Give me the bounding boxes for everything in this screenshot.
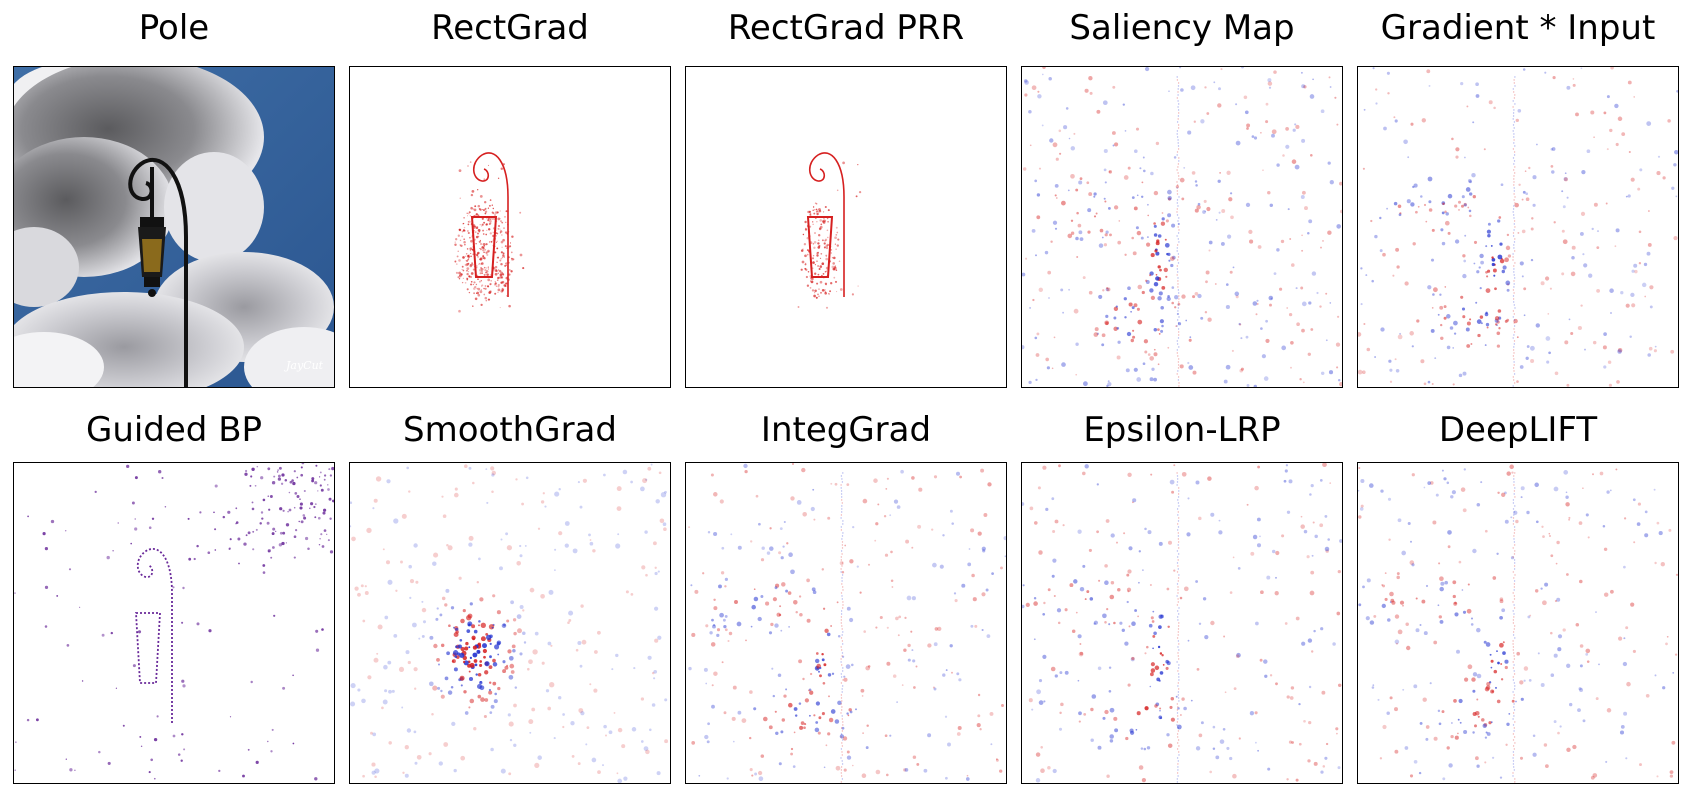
sparse-attribution (797, 152, 862, 309)
panel-guided-bp: Guided BP (13, 410, 335, 790)
input-photo: JayCut (13, 66, 335, 388)
watermark: JayCut (284, 359, 324, 372)
panel-title: Guided BP (85, 410, 263, 450)
panel-smoothgrad: SmoothGrad (349, 410, 671, 790)
attribution-map (1357, 462, 1679, 784)
clouds-upper (14, 67, 264, 307)
attribution-map (1021, 462, 1343, 784)
panel-title: SmoothGrad (403, 410, 617, 450)
panel-title: Epsilon-LRP (1083, 410, 1281, 450)
panel-deeplift: DeepLIFT (1357, 410, 1679, 790)
panel-pole: Pole (13, 8, 335, 388)
attribution-map (685, 66, 1007, 388)
attribution-map (1357, 66, 1679, 388)
panel-rectgrad: RectGrad (349, 8, 671, 388)
panel-title: Saliency Map (1069, 8, 1295, 48)
panel-epsilon-lrp: Epsilon-LRP (1021, 410, 1343, 790)
lamp (128, 158, 188, 387)
panel-saliency-map: Saliency Map (1021, 8, 1343, 388)
panel-rectgrad-prr: RectGrad PRR (685, 8, 1007, 388)
guided-attribution (14, 463, 334, 781)
panel-title: RectGrad (431, 8, 589, 48)
sparse-attribution (454, 152, 525, 313)
lamp-lantern (138, 217, 166, 297)
attribution-map (685, 462, 1007, 784)
noise-attribution (1022, 463, 1342, 783)
noise-attribution (1022, 67, 1342, 387)
noise-attribution (1358, 464, 1678, 783)
attribution-map (1021, 66, 1343, 388)
panel-title: Pole (138, 8, 210, 48)
noise-attribution (688, 463, 1006, 783)
attribution-map (13, 462, 335, 784)
panel-title: DeepLIFT (1438, 410, 1598, 450)
attribution-map (349, 66, 671, 388)
attribution-map (349, 462, 671, 784)
panel-gradient-input: Gradient * Input (1357, 8, 1679, 388)
panel-title: Gradient * Input (1380, 8, 1656, 48)
panel-integgrad: IntegGrad (685, 410, 1007, 790)
noise-attribution (1358, 67, 1678, 387)
smooth-attribution (350, 463, 669, 783)
panel-title: IntegGrad (760, 410, 932, 450)
lamp-pole-photo: JayCut (14, 67, 334, 387)
panel-title: RectGrad PRR (727, 8, 965, 48)
